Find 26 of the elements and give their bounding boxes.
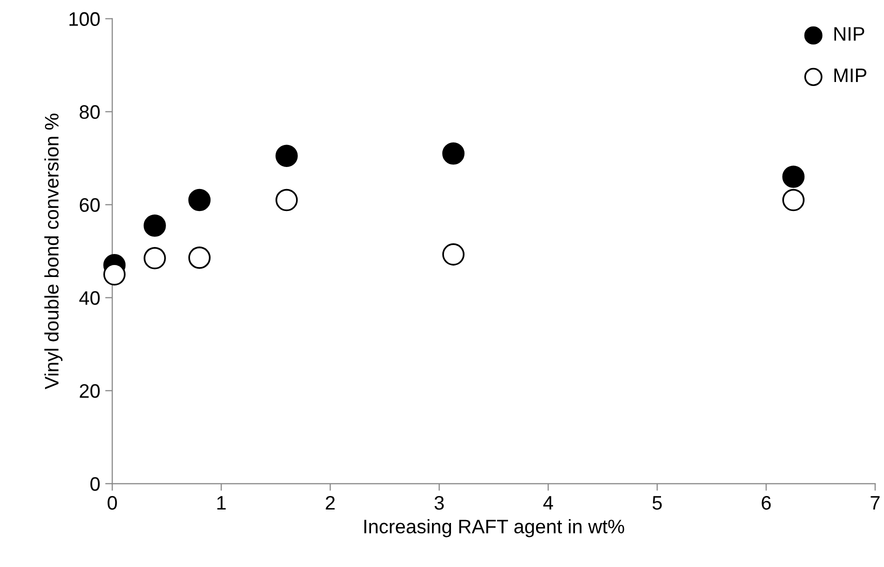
x-tick-label: 2 [326, 496, 335, 510]
y-tick-label: 20 [80, 384, 100, 398]
x-tick-label: 5 [652, 496, 662, 510]
x-tick-label: 3 [434, 496, 444, 510]
x-axis-title: Increasing RAFT agent in wt% [364, 519, 624, 538]
point [782, 166, 805, 188]
point [144, 214, 166, 237]
legend-label: NIP [834, 27, 864, 41]
point [103, 263, 126, 286]
y-tick-label: 40 [79, 291, 100, 305]
point [188, 246, 211, 269]
legend-label: MIP [834, 68, 866, 82]
x-tick-label: 0 [108, 496, 117, 510]
y-tick-label: 80 [80, 105, 100, 119]
x-tick-label: 1 [217, 496, 226, 510]
point [188, 188, 211, 212]
x-tick-label: 6 [762, 496, 771, 510]
point [782, 188, 805, 212]
x-tick-label: 7 [870, 496, 880, 510]
point [442, 142, 465, 165]
y-axis-title: Vinyl double bond conversion % [44, 114, 62, 390]
point [276, 144, 298, 168]
y-tick-label: 60 [80, 198, 100, 212]
y-tick-label: 0 [90, 477, 100, 491]
y-tick-label: 100 [70, 12, 100, 26]
x-tick-label: 4 [543, 496, 554, 510]
